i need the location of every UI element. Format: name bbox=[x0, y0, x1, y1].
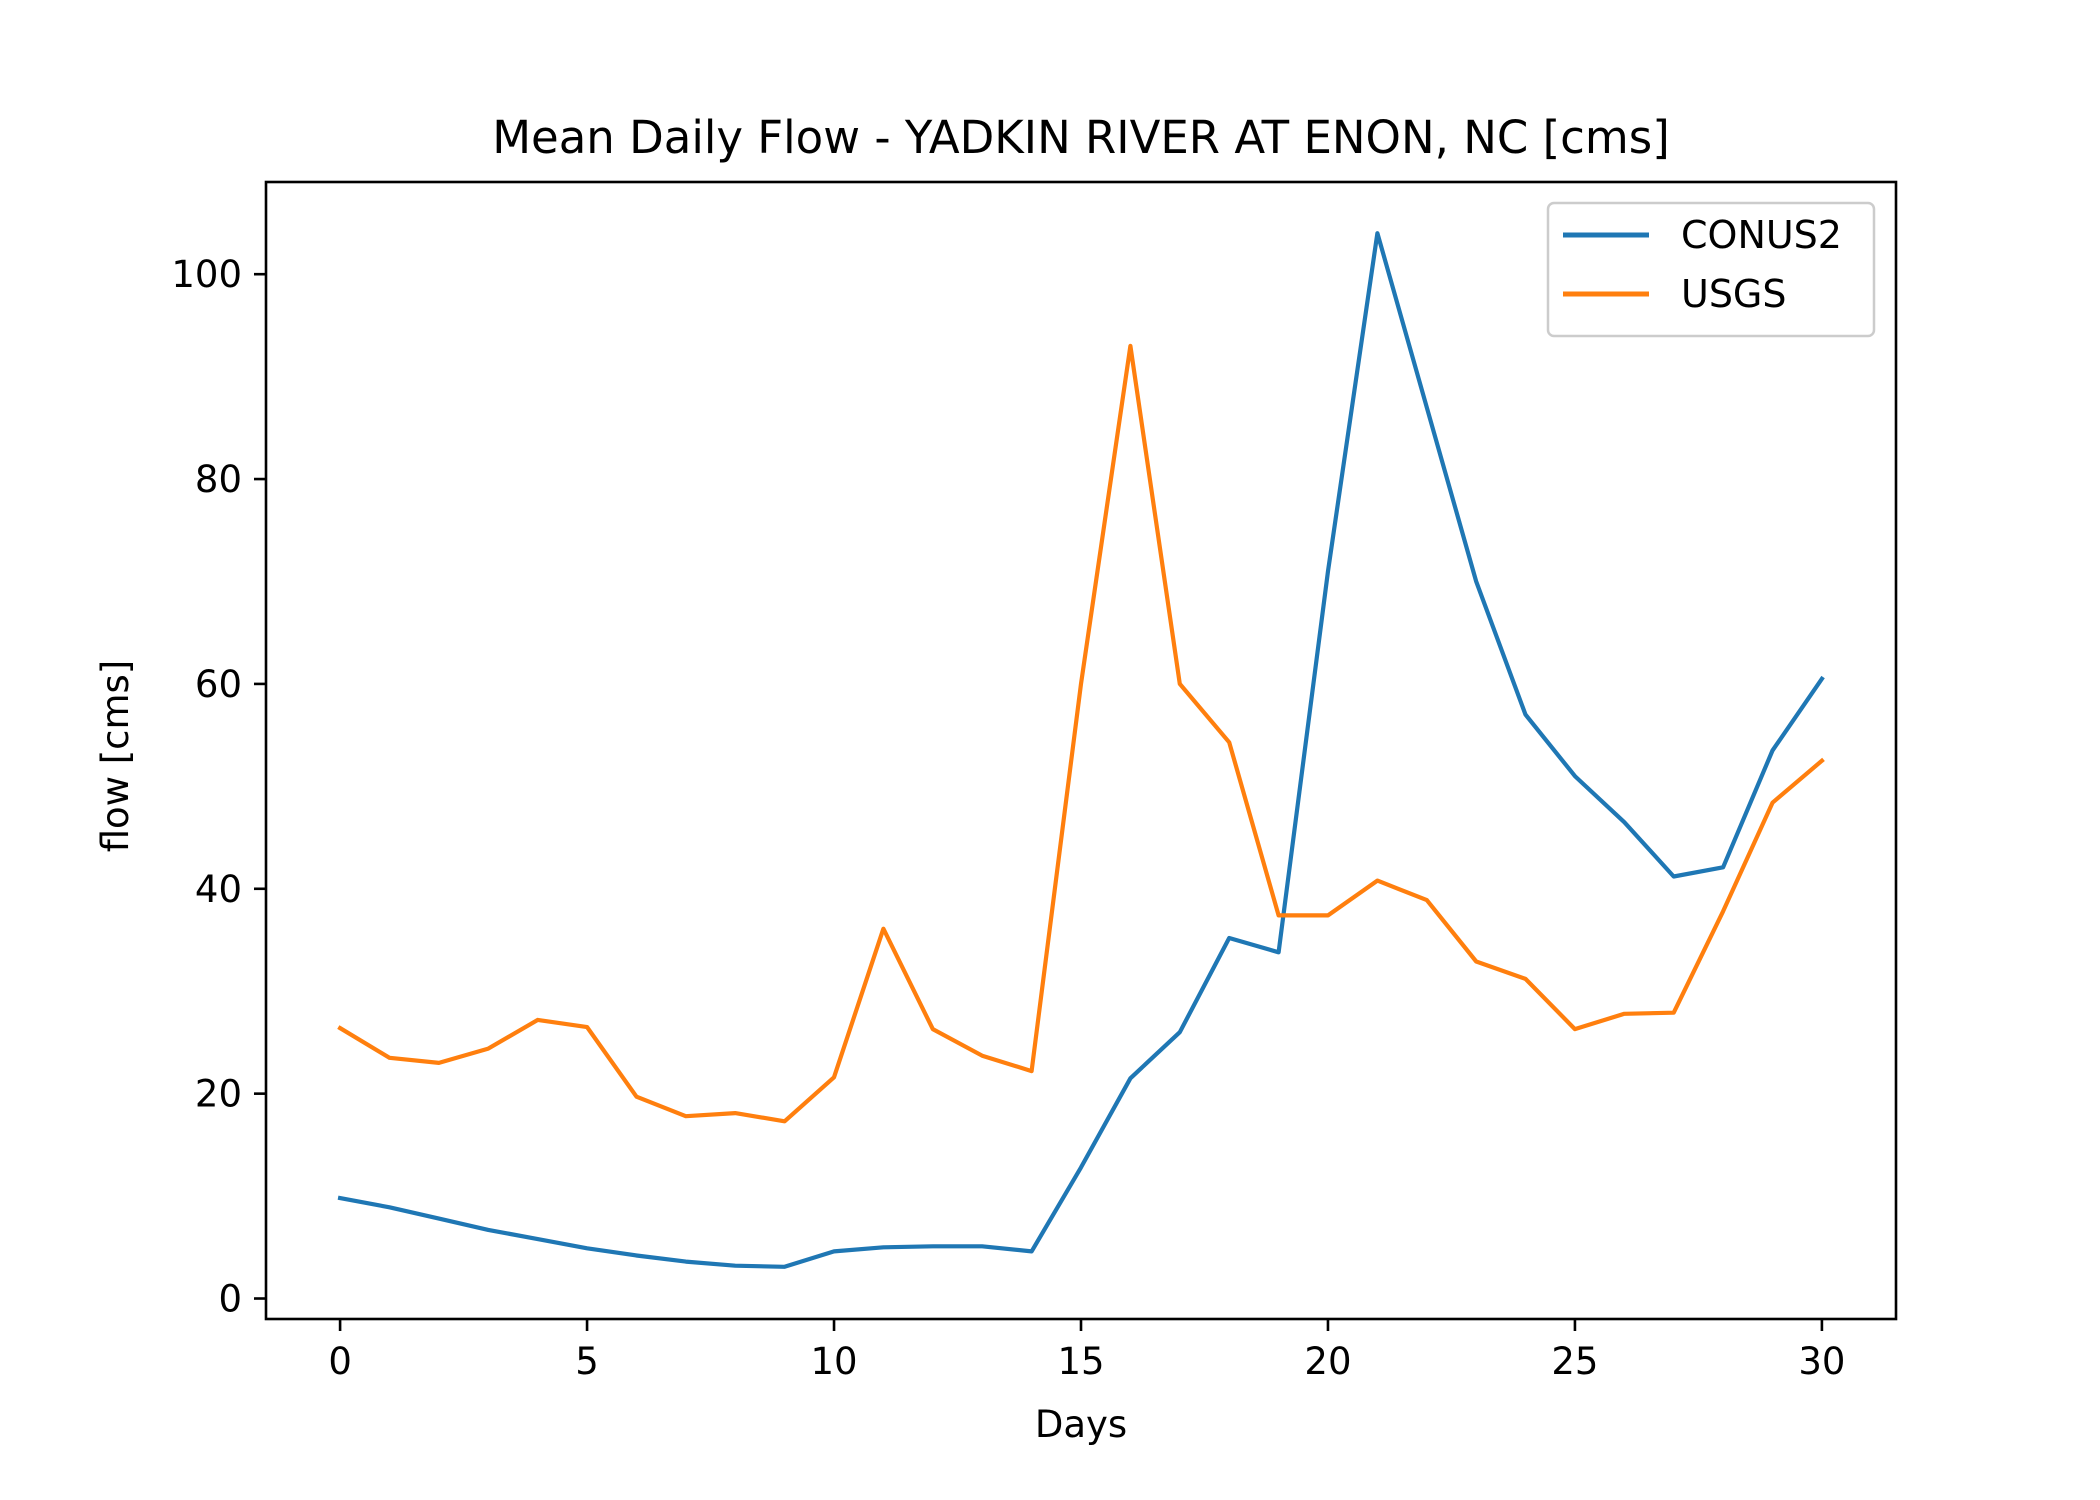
x-tick-label: 30 bbox=[1798, 1340, 1845, 1383]
y-tick-label: 80 bbox=[195, 458, 242, 501]
y-tick-label: 0 bbox=[218, 1278, 242, 1321]
legend-label-usgs: USGS bbox=[1681, 272, 1787, 316]
x-tick-label: 25 bbox=[1551, 1340, 1598, 1383]
x-tick-label: 10 bbox=[810, 1340, 857, 1383]
chart-title: Mean Daily Flow - YADKIN RIVER AT ENON, … bbox=[492, 111, 1670, 164]
x-tick-label: 15 bbox=[1057, 1340, 1104, 1383]
legend-label-conus2: CONUS2 bbox=[1681, 213, 1842, 257]
plot-frame bbox=[264, 180, 1898, 1321]
axis-ticks: 0 5 10 15 20 25 30 0 20 40 60 80 100 bbox=[171, 253, 1845, 1383]
y-tick-label: 40 bbox=[195, 868, 242, 911]
y-tick-label: 60 bbox=[195, 663, 242, 706]
y-tick-label: 100 bbox=[171, 253, 242, 296]
legend: CONUS2 USGS bbox=[1546, 201, 1876, 338]
plot-area bbox=[337, 231, 1825, 1269]
x-tick-label: 5 bbox=[575, 1340, 599, 1383]
y-axis-label: flow [cms] bbox=[94, 660, 137, 853]
y-tick-label: 20 bbox=[195, 1073, 242, 1116]
x-tick-label: 20 bbox=[1304, 1340, 1351, 1383]
x-tick-label: 0 bbox=[328, 1340, 352, 1383]
x-axis-label: Days bbox=[1035, 1403, 1127, 1446]
